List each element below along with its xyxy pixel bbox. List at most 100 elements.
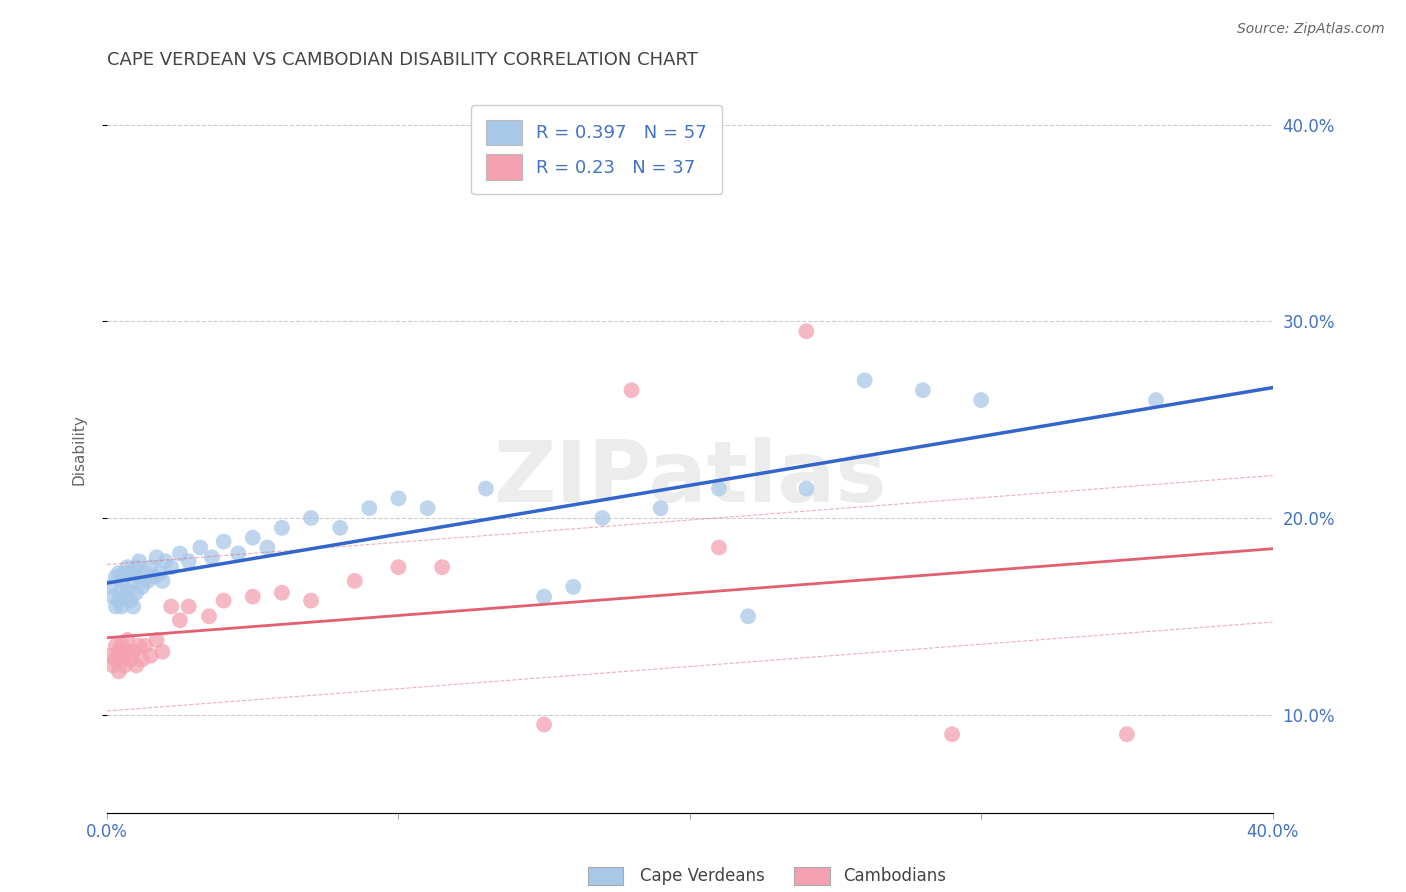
Point	[134, 566, 156, 580]
Point	[152, 574, 174, 588]
Text: ZIPatlas: ZIPatlas	[494, 437, 887, 520]
Point	[737, 609, 759, 624]
Point	[111, 583, 134, 598]
Point	[796, 324, 818, 338]
Point	[111, 574, 134, 588]
Point	[242, 590, 264, 604]
Point	[98, 580, 121, 594]
Point	[299, 511, 322, 525]
Point	[104, 599, 127, 614]
Point	[707, 541, 730, 555]
Point	[98, 648, 121, 663]
Point	[136, 574, 159, 588]
Point	[212, 534, 235, 549]
Point	[128, 570, 150, 584]
Point	[796, 482, 818, 496]
Point	[131, 652, 153, 666]
Text: Source: ZipAtlas.com: Source: ZipAtlas.com	[1237, 22, 1385, 37]
Point	[387, 491, 409, 506]
Point	[107, 566, 129, 580]
Point	[120, 652, 142, 666]
Point	[343, 574, 366, 588]
Point	[226, 546, 249, 560]
Point	[104, 652, 127, 666]
Point	[359, 501, 381, 516]
Point	[242, 531, 264, 545]
Point	[562, 580, 585, 594]
Point	[117, 560, 139, 574]
Point	[125, 560, 148, 574]
Point	[533, 717, 555, 731]
Point	[145, 632, 167, 647]
Point	[169, 546, 191, 560]
Point	[122, 574, 145, 588]
Point	[142, 570, 165, 584]
Point	[387, 560, 409, 574]
Point	[139, 560, 162, 574]
Point	[148, 566, 170, 580]
Point	[177, 599, 200, 614]
Text: Cambodians: Cambodians	[844, 867, 946, 885]
Point	[128, 554, 150, 568]
Point	[299, 593, 322, 607]
Text: CAPE VERDEAN VS CAMBODIAN DISABILITY CORRELATION CHART: CAPE VERDEAN VS CAMBODIAN DISABILITY COR…	[107, 51, 697, 69]
Legend: R = 0.397   N = 57, R = 0.23   N = 37: R = 0.397 N = 57, R = 0.23 N = 37	[471, 105, 721, 194]
Point	[125, 658, 148, 673]
Point	[111, 599, 134, 614]
Point	[270, 521, 292, 535]
Point	[131, 580, 153, 594]
Point	[101, 590, 124, 604]
Point	[201, 550, 224, 565]
Point	[591, 511, 613, 525]
Text: Cape Verdeans: Cape Verdeans	[640, 867, 765, 885]
Point	[134, 639, 156, 653]
Point	[475, 482, 498, 496]
Point	[329, 521, 352, 535]
Point	[941, 727, 963, 741]
Point	[270, 585, 292, 599]
Point	[198, 609, 221, 624]
Point	[911, 383, 934, 397]
Point	[160, 599, 183, 614]
Point	[1144, 392, 1167, 407]
Point	[111, 639, 134, 653]
Point	[139, 648, 162, 663]
Point	[1115, 727, 1137, 741]
Point	[128, 639, 150, 653]
Point	[111, 652, 134, 666]
Point	[122, 599, 145, 614]
Point	[430, 560, 453, 574]
Point	[117, 632, 139, 647]
Point	[145, 550, 167, 565]
Point	[188, 541, 211, 555]
Point	[155, 554, 177, 568]
Point	[104, 570, 127, 584]
Point	[120, 593, 142, 607]
Point	[620, 383, 643, 397]
Point	[120, 566, 142, 580]
Point	[122, 645, 145, 659]
Point	[533, 590, 555, 604]
Point	[104, 639, 127, 653]
Point	[107, 645, 129, 659]
Point	[107, 593, 129, 607]
Point	[114, 566, 136, 580]
Point	[160, 560, 183, 574]
Point	[256, 541, 278, 555]
Point	[117, 583, 139, 598]
Point	[416, 501, 439, 516]
Point	[853, 373, 876, 387]
Point	[107, 665, 129, 679]
Point	[125, 585, 148, 599]
Point	[101, 658, 124, 673]
Point	[152, 645, 174, 659]
Point	[707, 482, 730, 496]
Point	[114, 658, 136, 673]
Point	[117, 645, 139, 659]
Point	[212, 593, 235, 607]
Point	[169, 613, 191, 627]
Y-axis label: Disability: Disability	[72, 414, 86, 484]
Point	[650, 501, 672, 516]
Point	[177, 554, 200, 568]
Point	[970, 392, 993, 407]
